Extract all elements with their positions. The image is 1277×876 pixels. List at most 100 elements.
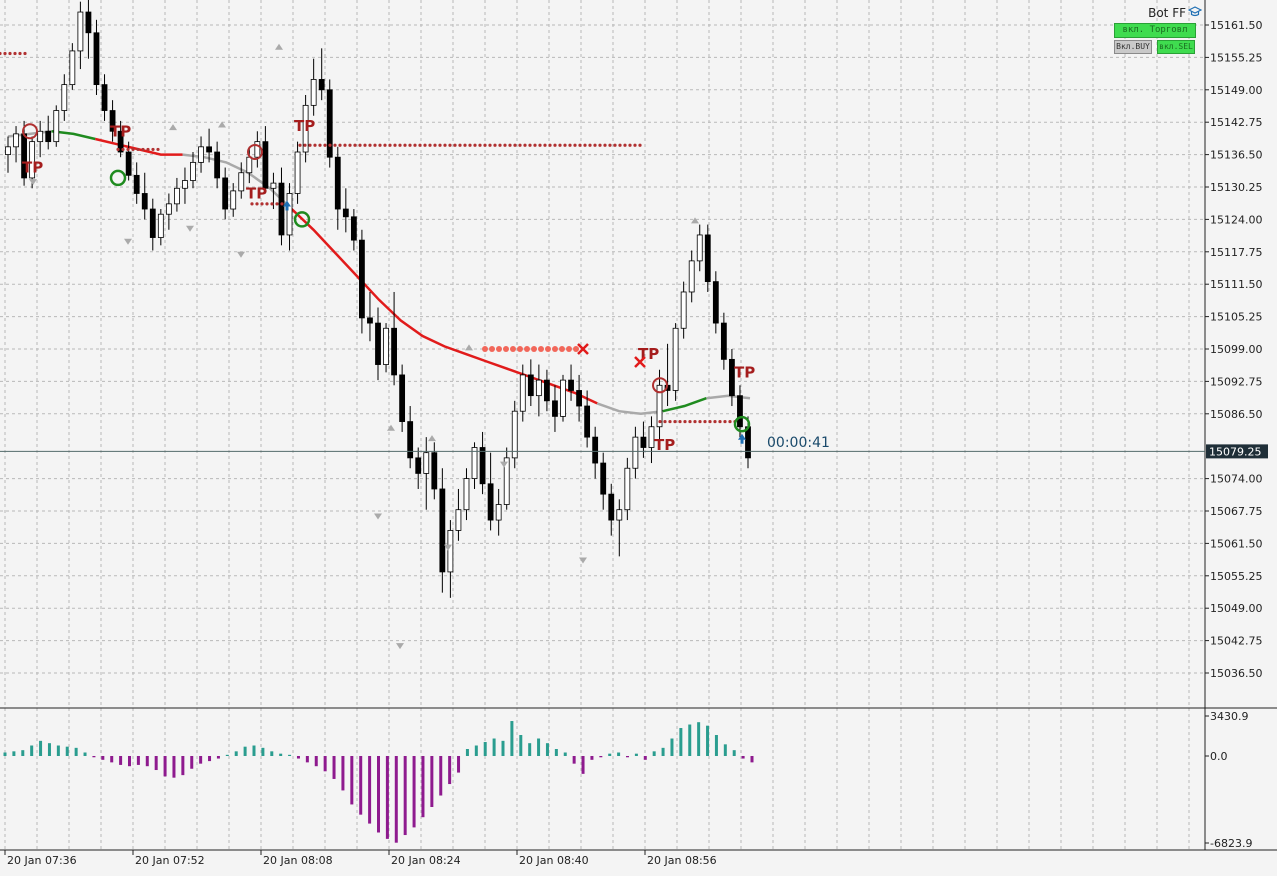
tp-level-dot [723,419,727,424]
buy-toggle-button[interactable]: Вкл.BUY [1114,40,1152,54]
bull-candle [238,172,245,192]
y-tick-label: 15161.50 [1210,19,1263,32]
tp-level-dot [333,143,337,147]
histogram-bar-positive [30,745,34,756]
histogram-bar-negative [172,756,176,778]
tp-level-dot [146,147,150,152]
histogram-bar-negative [412,756,416,828]
bull-candle [519,374,526,412]
histogram-bar-positive [279,753,283,756]
bear-candle [544,379,550,402]
bear-candle [375,322,381,365]
fractal-up-icon [169,124,177,131]
tp-level-dot [658,419,662,424]
bear-candle [407,421,414,459]
tp-level-dot [513,143,517,147]
sell-entry-icon [22,123,38,140]
bear-candle [367,317,373,324]
histogram-bar-negative [181,756,185,776]
histogram-bar-negative [163,756,167,777]
bear-candle [712,281,719,324]
tp-level-dot [250,202,254,206]
bull-candle [157,213,164,238]
bull-candle [560,379,566,417]
fractal-down-icon [29,179,37,186]
tp-level-dot [303,143,307,147]
bear-candle [326,89,333,158]
histogram-bar-negative [296,756,300,759]
entry-level-dot [559,346,565,352]
tp-level-dot [673,419,677,424]
tp-label: TP [654,436,675,454]
tp-level-dot [408,143,412,147]
tp-level-dot [260,202,264,206]
entry-level-dot [489,346,495,352]
tp-level-dot [468,143,472,147]
tp-level-dot [413,143,417,147]
bear-candle [415,457,422,474]
histogram-bar-positive [3,752,7,756]
tp-level-dot [493,143,497,147]
y-tick-label: 15061.50 [1210,537,1263,550]
entry-level-dot [545,346,551,352]
histogram-bar-negative [92,756,96,758]
entry-level-dot [531,346,537,352]
histogram-bar-negative [643,756,647,760]
bear-candle [222,177,229,210]
tp-level-dot [588,143,592,147]
histogram-bar-negative [128,756,131,767]
bear-candle [109,110,116,132]
tp-level-dot [488,143,492,147]
sell-toggle-button[interactable]: вкл.SEL [1157,40,1195,54]
histogram-bar-positive [465,749,469,756]
tp-level-dot [270,202,274,206]
histogram-bar-positive [652,751,656,756]
y-tick-label: 15105.25 [1210,311,1263,324]
trade-toggle-button[interactable]: вкл. Торговл [1114,23,1196,38]
tp-level-dot [623,143,627,147]
bull-candle [511,410,518,459]
tp-level-dot [698,419,702,424]
tp-level-dot [568,143,572,147]
fractal-down-icon [186,225,194,232]
histogram-bar-negative [626,756,629,758]
entry-level-dot [524,346,530,352]
histogram-bar-negative [136,756,140,765]
tp-level-dot [473,143,477,147]
bull-candle [535,379,542,397]
y-tick-label: 15136.50 [1210,149,1263,162]
tp-level-dot [23,51,27,56]
x-tick-label: 20 Jan 08:08 [263,854,333,867]
fractal-down-icon [500,461,508,468]
bull-candle [69,50,76,86]
tp-level-dot [423,143,427,147]
bull-candle [688,260,695,293]
bull-candle [648,426,655,448]
tp-level-dot [668,419,672,424]
tp-level-dot [683,419,687,424]
y-tick-label: 15055.25 [1210,570,1263,583]
histogram-bar-positive [501,740,505,756]
tp-label: TP [734,363,755,381]
tp-level-dot [528,143,532,147]
histogram-bar-positive [83,752,87,756]
histogram-bar-positive [243,746,247,756]
tp-level-dot [578,143,582,147]
sell-entry-icon [247,144,263,161]
fractal-down-icon [579,557,587,564]
tp-level-dot [116,147,120,152]
histogram-bar-positive [554,749,558,756]
bull-candle [672,327,679,391]
bull-candle [696,234,703,262]
tp-level-dot [433,143,437,147]
tp-level-dot [8,51,12,56]
histogram-bar-positive [12,751,16,756]
histogram-bar-negative [377,756,380,833]
histogram-bar-negative [448,756,452,785]
tp-level-dot [438,143,442,147]
bear-candle [745,426,751,459]
bear-candle [737,395,743,428]
histogram-bar-positive [56,745,60,756]
